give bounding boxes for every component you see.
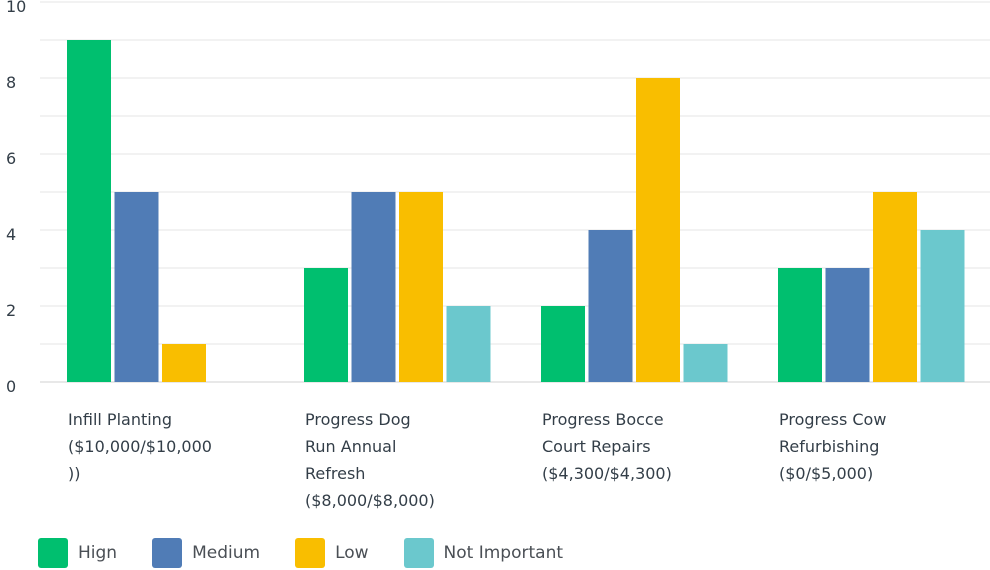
bar (873, 192, 917, 382)
x-category-label: ($10,000/$10,000 (68, 437, 212, 456)
bar (541, 306, 585, 382)
legend-item-not-important: Not Important (403, 538, 564, 568)
x-category-label: Run Annual (305, 437, 396, 456)
x-category-label: Progress Cow (779, 410, 886, 429)
x-category-label: Refresh (305, 464, 365, 483)
y-tick-label: 10 (6, 0, 26, 16)
y-tick-label: 8 (6, 73, 16, 92)
y-tick-label: 2 (6, 301, 16, 320)
x-category-label: Progress Dog (305, 410, 411, 429)
bar (399, 192, 443, 382)
y-tick-label: 0 (6, 377, 16, 396)
x-category-label: ($0/$5,000) (779, 464, 873, 483)
x-category-label: ($4,300/$4,300) (542, 464, 672, 483)
bar (446, 306, 491, 382)
legend-label-not-important: Not Important (443, 543, 564, 563)
y-tick-label: 6 (6, 149, 16, 168)
bar (114, 192, 159, 382)
legend-swatch-medium (152, 538, 183, 568)
x-category-label: Court Repairs (542, 437, 651, 456)
bar (304, 268, 348, 382)
x-category-label: Infill Planting (68, 410, 172, 429)
legend-label-low: Low (335, 543, 369, 563)
legend-item-low: Low (295, 538, 369, 568)
bar (636, 78, 680, 382)
legend-label-high: Hign (78, 543, 118, 563)
bar (683, 344, 728, 382)
bar (920, 230, 965, 382)
bar (67, 40, 111, 382)
legend-item-medium: Medium (152, 538, 260, 568)
bar (351, 192, 396, 382)
bar (825, 268, 870, 382)
x-category-label: ($8,000/$8,000) (305, 491, 435, 510)
legend: Hign Medium Low Not Important (38, 538, 598, 568)
bar-chart: 0 2 4 6 8 10 Infill Planting ($10,000/$10,000))… (6, 0, 990, 510)
x-category-label: )) (68, 464, 80, 483)
bar (588, 230, 633, 382)
y-tick-label: 4 (6, 225, 16, 244)
legend-label-medium: Medium (192, 543, 261, 563)
legend-item-high: Hign (38, 538, 117, 568)
bar (778, 268, 822, 382)
legend-swatch-not-important (403, 538, 434, 568)
x-category-label: Refurbishing (779, 437, 879, 456)
legend-swatch-high (38, 538, 68, 568)
x-category-label: Progress Bocce (542, 410, 664, 429)
legend-swatch-low (295, 538, 326, 568)
bar (162, 344, 206, 382)
